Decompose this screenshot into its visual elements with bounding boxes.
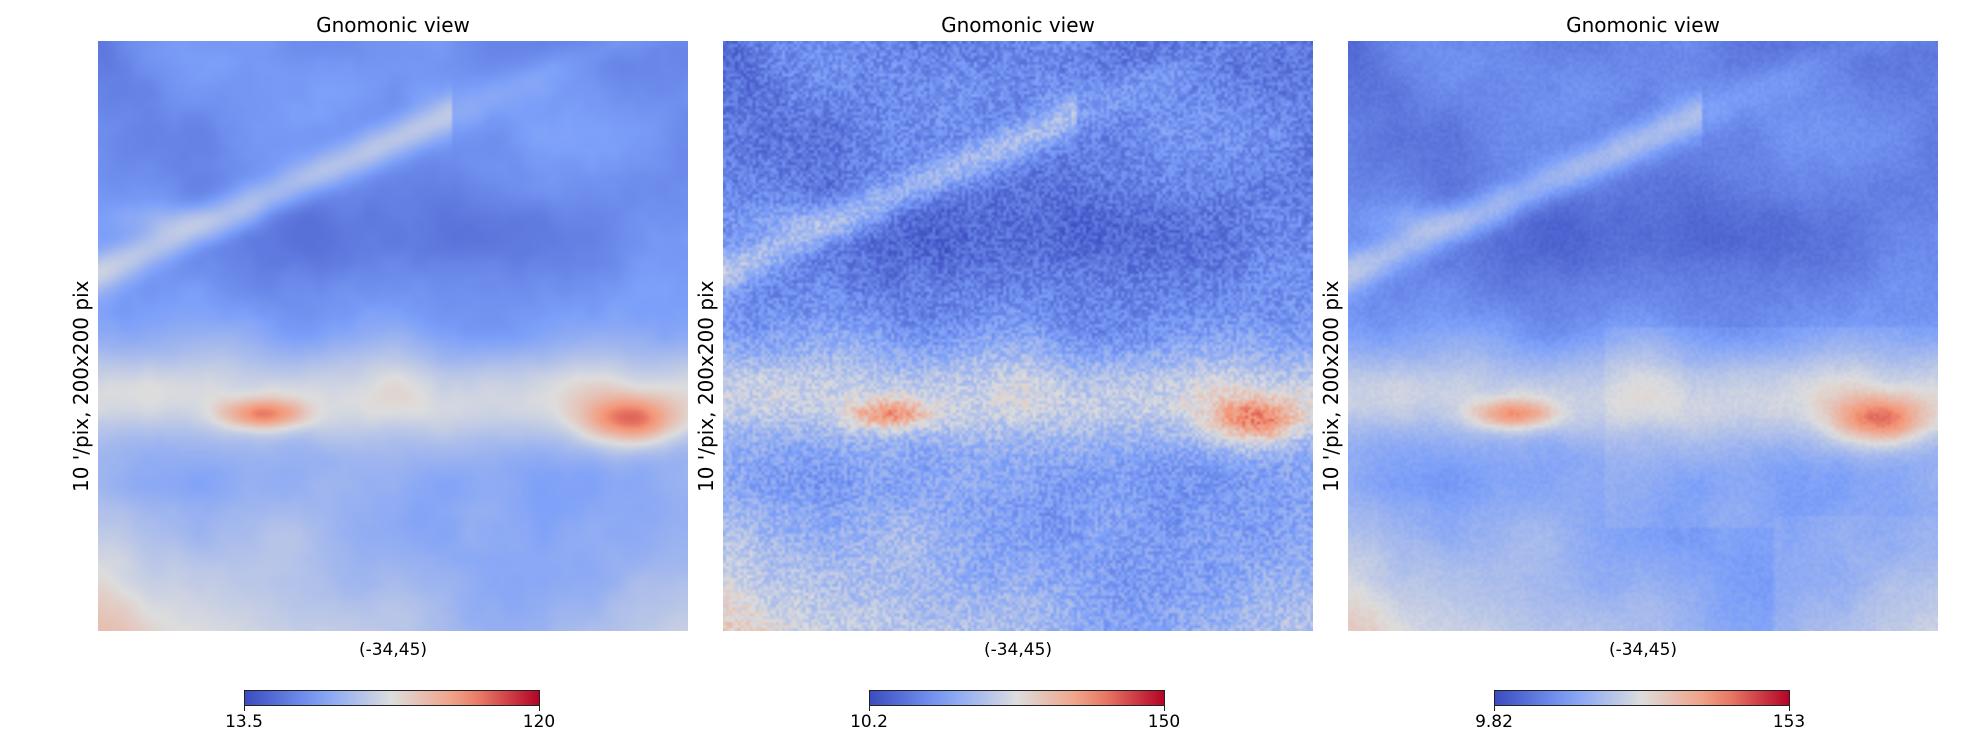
panel-3-heatmap: [1348, 41, 1938, 631]
panel-2: Gnomonic view 10 '/pix, 200x200 pix (-34…: [625, 0, 1313, 756]
panel-3-colorbar-min-tick: [1494, 706, 1495, 711]
panel-2-colorbar: [869, 690, 1165, 706]
panel-3-colorbar-max-label: 153: [1772, 712, 1806, 732]
panel-1-title: Gnomonic view: [316, 13, 470, 37]
panel-1-colorbar: [244, 690, 540, 706]
panel-1-colorbar-max-tick: [539, 706, 540, 711]
panel-1-colorbar-min-label: 13.5: [225, 712, 263, 732]
panel-3-colorbar-min-label: 9.82: [1475, 712, 1513, 732]
panel-3-title: Gnomonic view: [1566, 13, 1720, 37]
panel-1-ylabel: 10 '/pix, 200x200 pix: [69, 280, 93, 492]
panel-1-colorbar-max-label: 120: [522, 712, 556, 732]
panel-1-heatmap: [98, 41, 688, 631]
panel-2-colorbar-max-label: 150: [1147, 712, 1181, 732]
panel-2-center-label: (-34,45): [983, 640, 1053, 660]
panel-1-colorbar-min-tick: [244, 706, 245, 711]
panel-1-center-label: (-34,45): [358, 640, 428, 660]
panel-2-heatmap: [723, 41, 1313, 631]
panel-3-colorbar-max-tick: [1789, 706, 1790, 711]
panel-2-colorbar-min-label: 10.2: [850, 712, 888, 732]
panel-1: Gnomonic view 10 '/pix, 200x200 pix (-34…: [0, 0, 688, 756]
panel-2-colorbar-min-tick: [869, 706, 870, 711]
panel-3-center-label: (-34,45): [1608, 640, 1678, 660]
panel-2-ylabel: 10 '/pix, 200x200 pix: [694, 280, 718, 492]
panel-3-colorbar: [1494, 690, 1790, 706]
panel-3-ylabel: 10 '/pix, 200x200 pix: [1319, 280, 1343, 492]
panel-2-colorbar-max-tick: [1164, 706, 1165, 711]
panel-3: Gnomonic view 10 '/pix, 200x200 pix (-34…: [1250, 0, 1938, 756]
panel-2-title: Gnomonic view: [941, 13, 1095, 37]
